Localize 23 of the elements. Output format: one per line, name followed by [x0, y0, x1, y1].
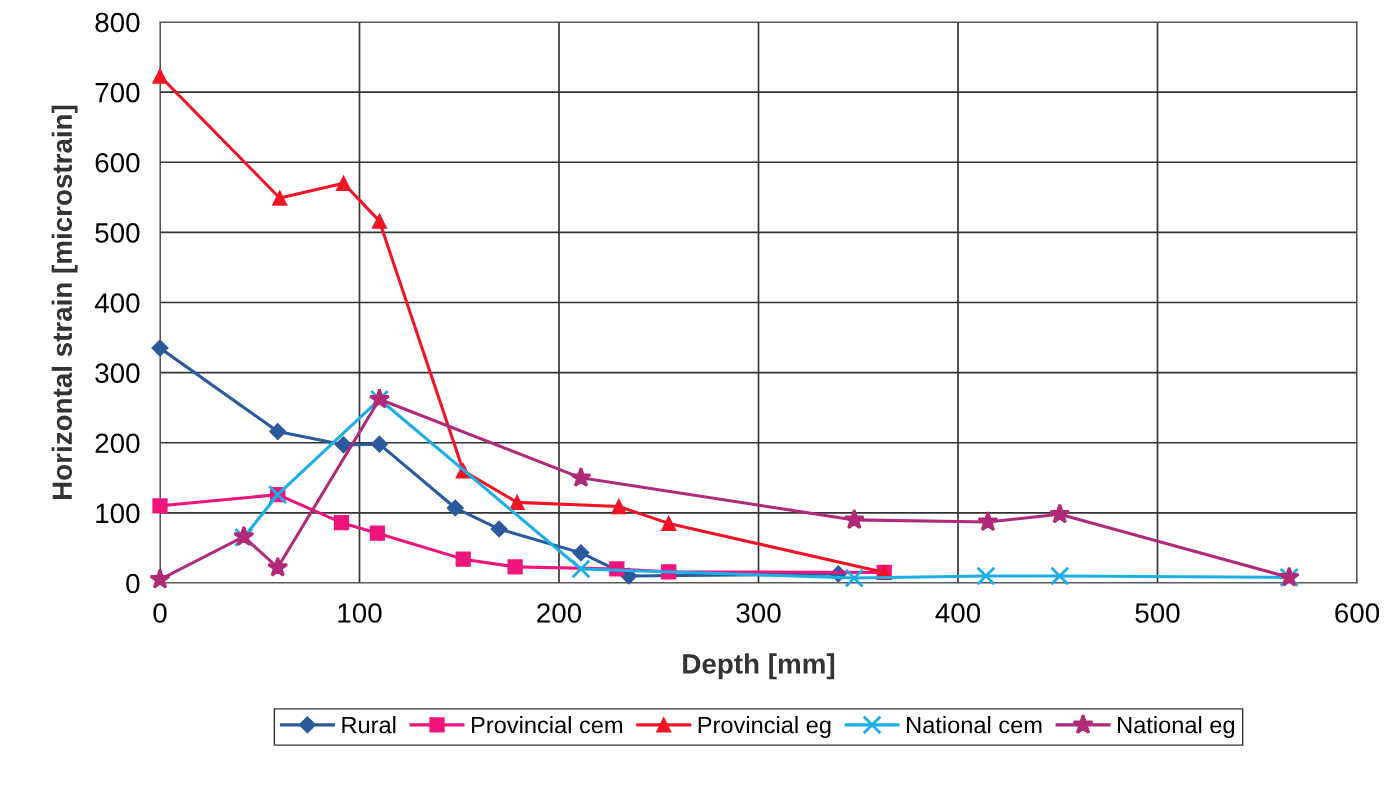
legend-label: Provincial cem: [472, 716, 623, 734]
x-axis-title: Depth [mm]: [683, 653, 835, 680]
y-tick-label: 500: [95, 223, 140, 243]
x-tick-label: 0: [153, 603, 167, 623]
y-tick-label: 700: [95, 82, 140, 103]
x-tick-label: 400: [935, 603, 981, 623]
x-tick-label: 100: [338, 603, 382, 623]
y-tick-label: 100: [96, 503, 140, 524]
x-tick-label: 600: [1335, 603, 1380, 623]
legend-label: National cem: [907, 716, 1042, 734]
legend-label: Rural: [342, 716, 396, 734]
y-tick-label: 600: [95, 152, 140, 173]
y-tick-label: 300: [95, 363, 140, 383]
legend-label: National eg: [1118, 716, 1235, 739]
y-tick-label: 200: [95, 433, 140, 454]
legend-label: Provincial eg: [698, 716, 831, 739]
y-axis-title: Horizontal strain [microstrain]: [51, 105, 78, 499]
x-tick-label: 200: [537, 603, 582, 623]
y-tick-label: 800: [95, 12, 140, 33]
x-tick-label: 500: [1135, 603, 1180, 623]
y-tick-label: 0: [126, 573, 140, 594]
x-tick-label: 300: [736, 603, 781, 623]
y-tick-label: 400: [94, 293, 140, 313]
